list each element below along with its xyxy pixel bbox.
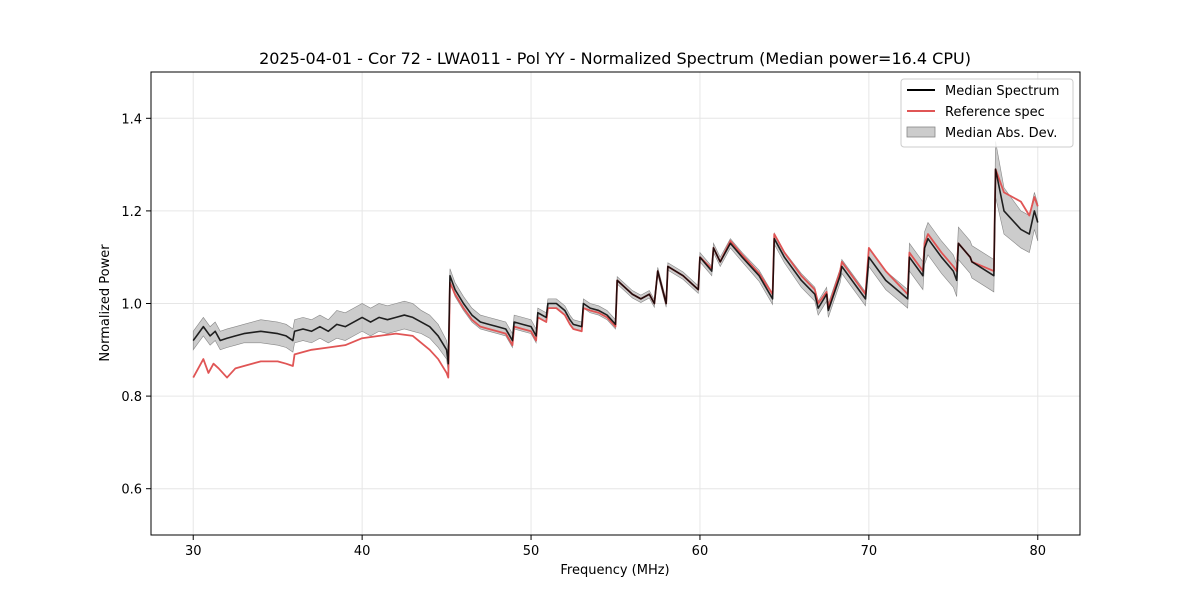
x-axis-label: Frequency (MHz)	[560, 563, 669, 578]
y-tick-label: 1.2	[121, 205, 142, 220]
y-tick-label: 0.6	[121, 483, 142, 498]
axis-ticks: 30 40 50 60 70 80 0.6 0.8 1.0 1.2 1.4	[121, 112, 1046, 559]
y-axis-label: Normalized Power	[98, 244, 113, 362]
y-tick-label: 0.8	[121, 390, 142, 405]
legend-box	[900, 78, 1074, 148]
chart-title: 2025-04-01 - Cor 72 - LWA011 - Pol YY - …	[259, 49, 971, 68]
legend-label: Median Abs. Dev.	[945, 126, 1057, 141]
x-tick-label: 50	[523, 544, 540, 559]
legend-swatch	[906, 126, 936, 138]
series-lines-group	[192, 168, 1039, 379]
legend-label: Reference spec	[945, 105, 1045, 120]
median-spectrum-line	[192, 168, 1039, 365]
x-tick-label: 70	[861, 544, 878, 559]
x-tick-label: 30	[185, 544, 202, 559]
y-tick-label: 1.0	[121, 298, 142, 313]
y-tick-label: 1.4	[121, 112, 142, 127]
x-tick-label: 40	[354, 544, 371, 559]
x-tick-label: 80	[1029, 544, 1046, 559]
legend: Median Spectrum Reference spec Median Abs.…	[900, 78, 1074, 148]
x-tick-label: 60	[692, 544, 709, 559]
legend-label: Median Spectrum	[945, 84, 1059, 99]
